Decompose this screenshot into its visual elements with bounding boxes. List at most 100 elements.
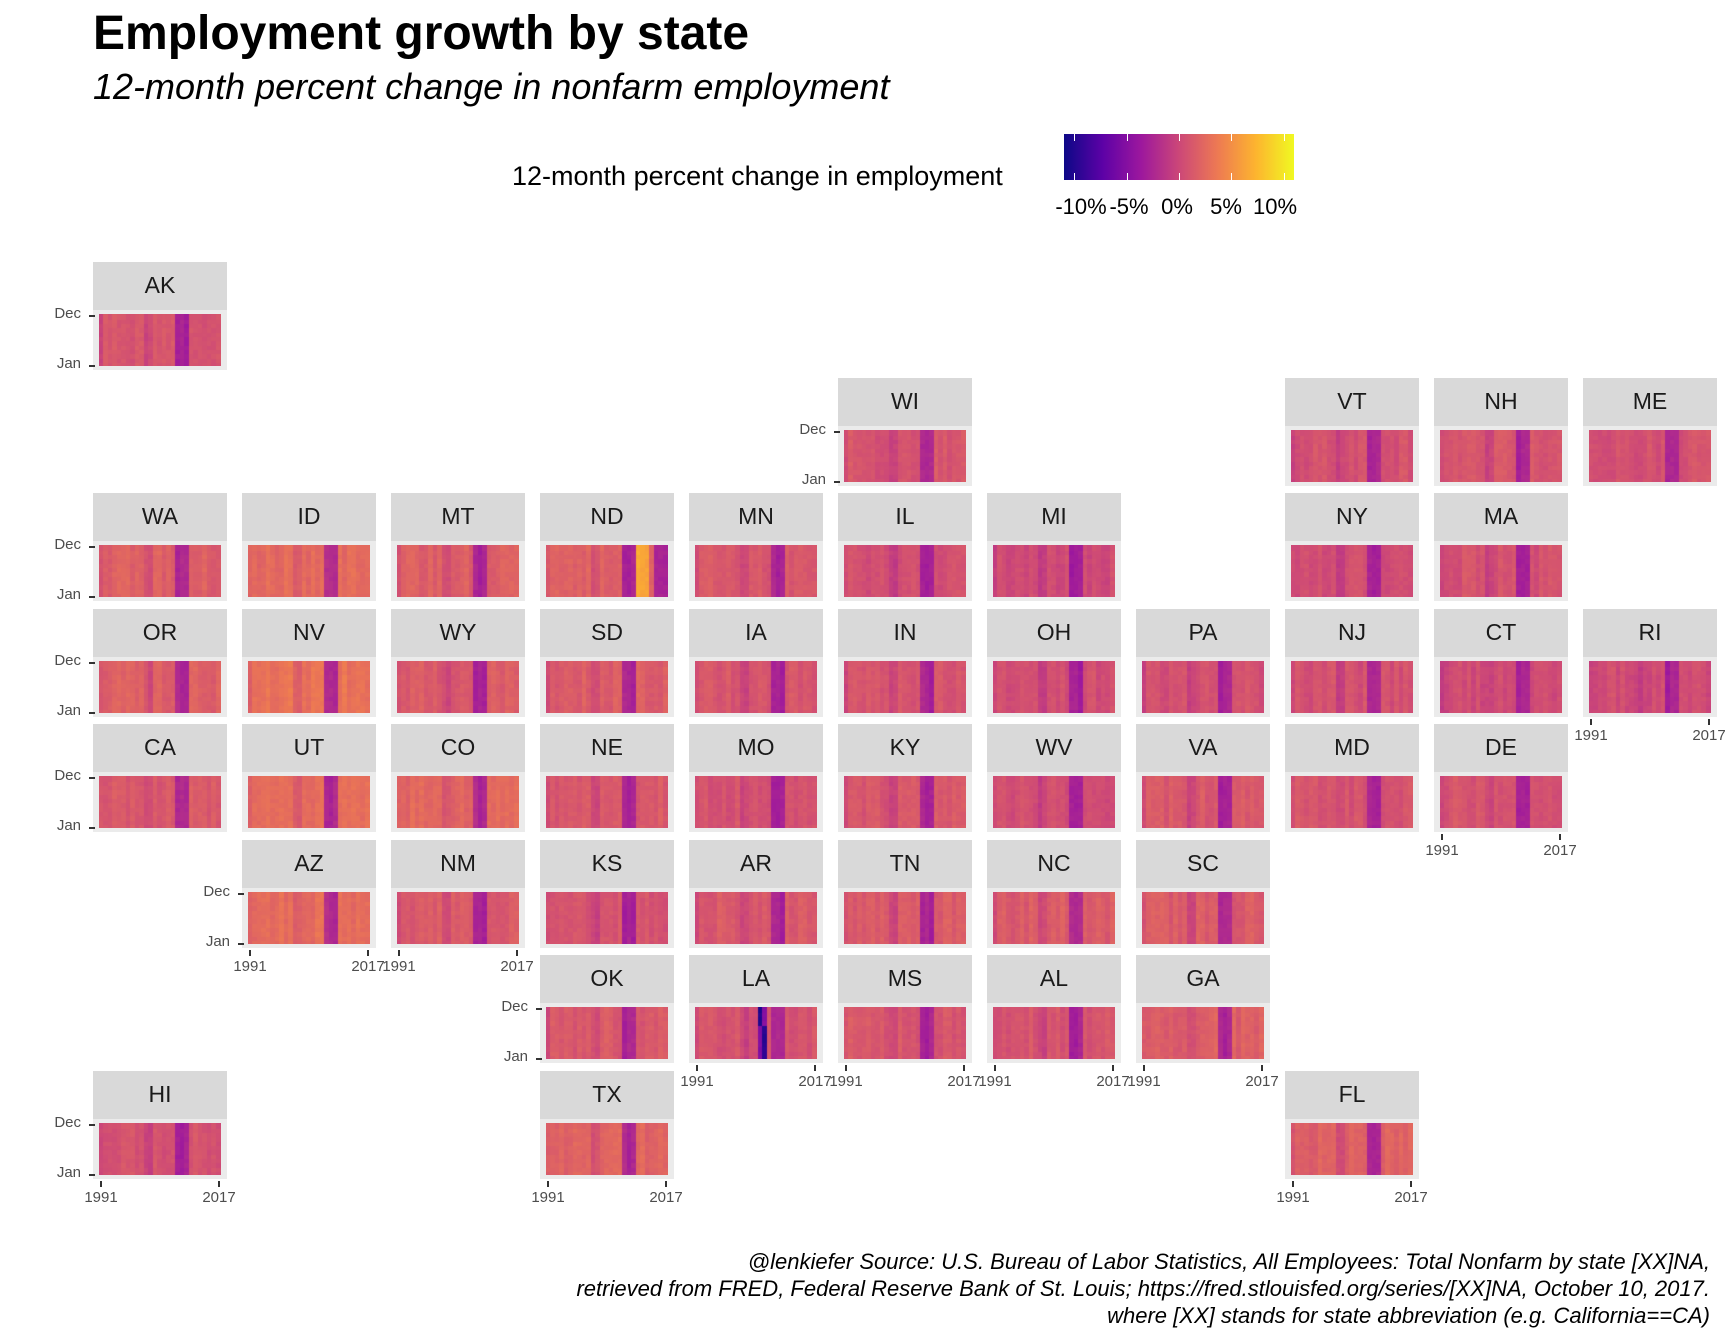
y-axis-tick: [536, 1008, 542, 1010]
x-axis-tick: [218, 1180, 220, 1187]
heatmap-panel-ok: [546, 1007, 668, 1059]
legend-tick-label: -5%: [1109, 194, 1149, 219]
facet-strip-nv: NV: [242, 608, 376, 657]
heatmap-panel-ms: [844, 1007, 966, 1059]
facet-label: MN: [738, 503, 774, 529]
facet-strip-la: LA: [689, 955, 823, 1003]
heatmap-panel-fl: [1291, 1122, 1413, 1175]
facet-label: CT: [1485, 618, 1517, 645]
facet-strip-or: OR: [93, 608, 227, 657]
y-axis-tick: [89, 315, 95, 317]
heatmap-panel-ut: [248, 776, 370, 828]
chart-subtitle: 12-month percent change in nonfarm emplo…: [93, 66, 890, 107]
x-axis-label-2017: 2017: [1543, 842, 1577, 859]
heatmap-panel-ky: [844, 776, 966, 828]
heatmap-panel-md: [1291, 776, 1413, 828]
y-axis-label-jan: Jan: [56, 1163, 81, 1181]
heatmap-panel-tn: [844, 891, 966, 944]
facet-label: PA: [1188, 618, 1218, 645]
y-axis-tick: [238, 942, 244, 945]
facet-label: NJ: [1337, 618, 1367, 645]
legend-tick-mark: [1179, 173, 1180, 180]
facet-strip-ma: MA: [1434, 493, 1568, 541]
facet-label: DE: [1485, 734, 1517, 760]
legend-tick-mark: [1283, 134, 1285, 141]
heatmap-panel-or: [99, 660, 221, 713]
heatmap-panel-pa: [1142, 660, 1264, 713]
facet-label: WA: [141, 503, 179, 529]
x-axis-label-2017: 2017: [1096, 1073, 1130, 1090]
facet-label: MD: [1334, 734, 1370, 760]
x-axis-label-2017: 2017: [649, 1188, 683, 1206]
legend-tick-mark: [1126, 134, 1128, 141]
y-axis-label-jan: Jan: [56, 817, 81, 834]
y-axis-label-jan: Jan: [801, 470, 826, 488]
facet-strip-mt: MT: [391, 493, 525, 541]
x-axis-tick: [1143, 1065, 1145, 1071]
x-axis-tick: [1410, 1180, 1412, 1187]
facet-strip-nd: ND: [540, 493, 674, 541]
facet-strip-fl: FL: [1285, 1070, 1419, 1119]
heatmap-panel-ca: [99, 776, 221, 828]
caption-line: where [XX] stands for state abbreviation…: [1107, 1303, 1710, 1328]
facet-strip-mn: MN: [689, 493, 823, 541]
x-axis-label-2017: 2017: [1245, 1073, 1279, 1090]
y-axis-label-jan: Jan: [56, 355, 81, 372]
y-axis-label-dec: Dec: [54, 536, 81, 553]
facet-strip-ca: CA: [93, 724, 227, 772]
facet-strip-vt: VT: [1285, 377, 1419, 426]
facet-strip-id: ID: [242, 493, 376, 541]
x-axis-label-2017: 2017: [798, 1073, 832, 1090]
heatmap-panel-mo: [695, 776, 817, 828]
facet-label: TN: [889, 849, 921, 876]
facet-strip-pa: PA: [1136, 608, 1270, 657]
heatmap-panel-nm: [397, 891, 519, 944]
facet-strip-tn: TN: [838, 839, 972, 888]
x-axis-tick: [1292, 1180, 1294, 1187]
facet-strip-al: AL: [987, 955, 1121, 1003]
y-axis-label-dec: Dec: [501, 998, 528, 1015]
y-axis-label-dec: Dec: [54, 1113, 81, 1131]
facet-strip-il: IL: [838, 493, 972, 541]
facet-label: NM: [440, 849, 476, 876]
facet-label: RI: [1638, 618, 1662, 645]
heatmap-panel-nh: [1440, 429, 1562, 482]
heatmap-panel-in: [844, 660, 966, 713]
x-axis-label-2017: 2017: [947, 1073, 981, 1090]
facet-strip-co: CO: [391, 724, 525, 772]
x-axis-tick: [665, 1180, 667, 1187]
y-axis-tick: [89, 777, 95, 779]
x-axis-tick: [1261, 1065, 1263, 1071]
legend-tick-label: 5%: [1210, 194, 1242, 219]
facet-label: MS: [887, 965, 923, 991]
heatmap-panel-ri: [1589, 660, 1711, 713]
legend-color-bar: [1064, 134, 1294, 180]
y-axis-label-dec: Dec: [799, 420, 826, 438]
facet-label: MA: [1483, 503, 1519, 529]
x-axis-tick: [1112, 1065, 1114, 1071]
x-axis-label-2017: 2017: [1394, 1188, 1428, 1206]
heatmap-panel-mi: [993, 545, 1115, 597]
x-axis-label-1991: 1991: [978, 1073, 1012, 1090]
facet-label: NV: [293, 618, 325, 645]
x-axis-tick: [696, 1065, 698, 1071]
y-axis-tick: [89, 1173, 95, 1176]
facet-label: MT: [441, 503, 475, 529]
heatmap-panel-nd: [546, 545, 668, 597]
facet-strip-hi: HI: [93, 1070, 227, 1119]
heatmap-panel-ar: [695, 891, 817, 944]
facet-strip-ga: GA: [1136, 955, 1270, 1003]
facet-label: ND: [590, 503, 624, 529]
facet-strip-ct: CT: [1434, 608, 1568, 657]
heatmap-panel-nj: [1291, 660, 1413, 713]
x-axis-tick: [249, 949, 251, 956]
facet-strip-ks: KS: [540, 839, 674, 888]
y-axis-tick: [536, 1058, 542, 1060]
x-axis-label-1991: 1991: [680, 1073, 714, 1090]
y-axis-tick: [238, 892, 244, 895]
facet-strip-wa: WA: [93, 493, 227, 541]
x-axis-tick: [1708, 718, 1710, 725]
facet-label: NY: [1336, 503, 1368, 529]
facet-strip-nc: NC: [987, 839, 1121, 888]
